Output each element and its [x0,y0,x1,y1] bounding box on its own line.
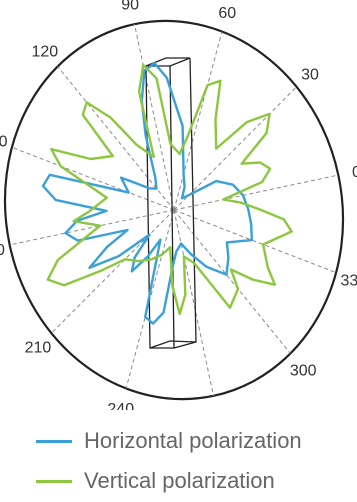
legend-swatch-vertical [36,479,72,483]
grid-spoke [173,209,214,396]
grid-spoke [173,174,339,211]
angle-tick-label: 180 [0,242,5,259]
legend-item-horizontal: Horizontal polarization [36,424,356,458]
angle-tick-label: 210 [25,340,52,357]
legend-swatch-horizontal [36,439,72,443]
grid-spoke [57,66,175,211]
grid-spoke [134,24,175,211]
angle-tick-label: 300 [290,362,317,379]
pillar-edge [145,65,175,349]
grid-spoke [125,209,175,389]
grid-spoke [51,209,175,334]
angle-tick-label: 30 [301,66,319,83]
series-horizontal-line [41,62,253,325]
legend-label-horizontal: Horizontal polarization [84,428,302,453]
angle-tick-label: 60 [218,5,236,22]
angle-tick-label: 0 [352,164,357,181]
angle-tick-label: 90 [121,0,139,14]
grid-spoke [11,146,175,211]
grid-spoke [9,209,175,246]
angle-tick-label: 330 [341,273,357,290]
pillar-outline [145,57,197,349]
series-vertical-line [46,63,293,316]
pillar-edge [149,340,197,349]
polar-plot: 0 30 60 90 120 150 180 210 240 270 300 330 [0,0,357,426]
grid-spoke [173,209,337,274]
legend-label-vertical: Vertical polarization [84,468,275,493]
legend-item-vertical: Vertical polarization [36,464,356,498]
grid-spoke [173,31,223,211]
angle-tick-label: 270 [204,409,231,410]
angle-tick-label: 120 [31,44,58,61]
angle-tick-label: 240 [107,401,134,410]
angle-tick-label: 150 [0,133,8,150]
grid-spoke [173,86,297,211]
polar-boundary [3,19,345,401]
